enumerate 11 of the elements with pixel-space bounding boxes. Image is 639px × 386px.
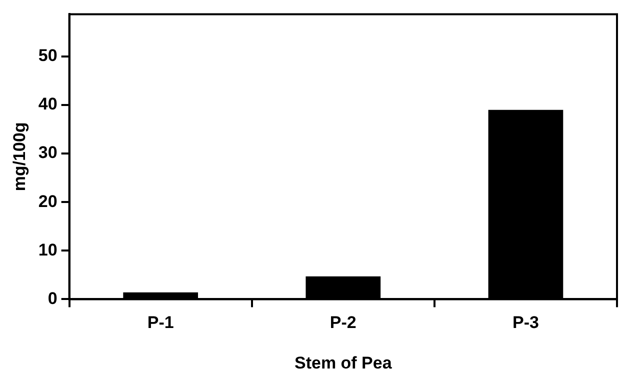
y-tick-label: 10 <box>38 240 58 260</box>
x-axis-title: Stem of Pea <box>294 353 392 372</box>
y-tick-label: 30 <box>38 143 58 162</box>
x-tick-label: P-1 <box>147 313 174 332</box>
y-tick-label: 50 <box>38 46 58 66</box>
y-tick-label: 20 <box>38 192 58 211</box>
y-axis-title: mg/100g <box>10 122 29 192</box>
y-tick-label: 40 <box>38 94 58 114</box>
x-tick-label: P-2 <box>330 313 356 332</box>
x-tick-label: P-3 <box>512 313 539 332</box>
y-tick-label: 0 <box>48 288 58 308</box>
